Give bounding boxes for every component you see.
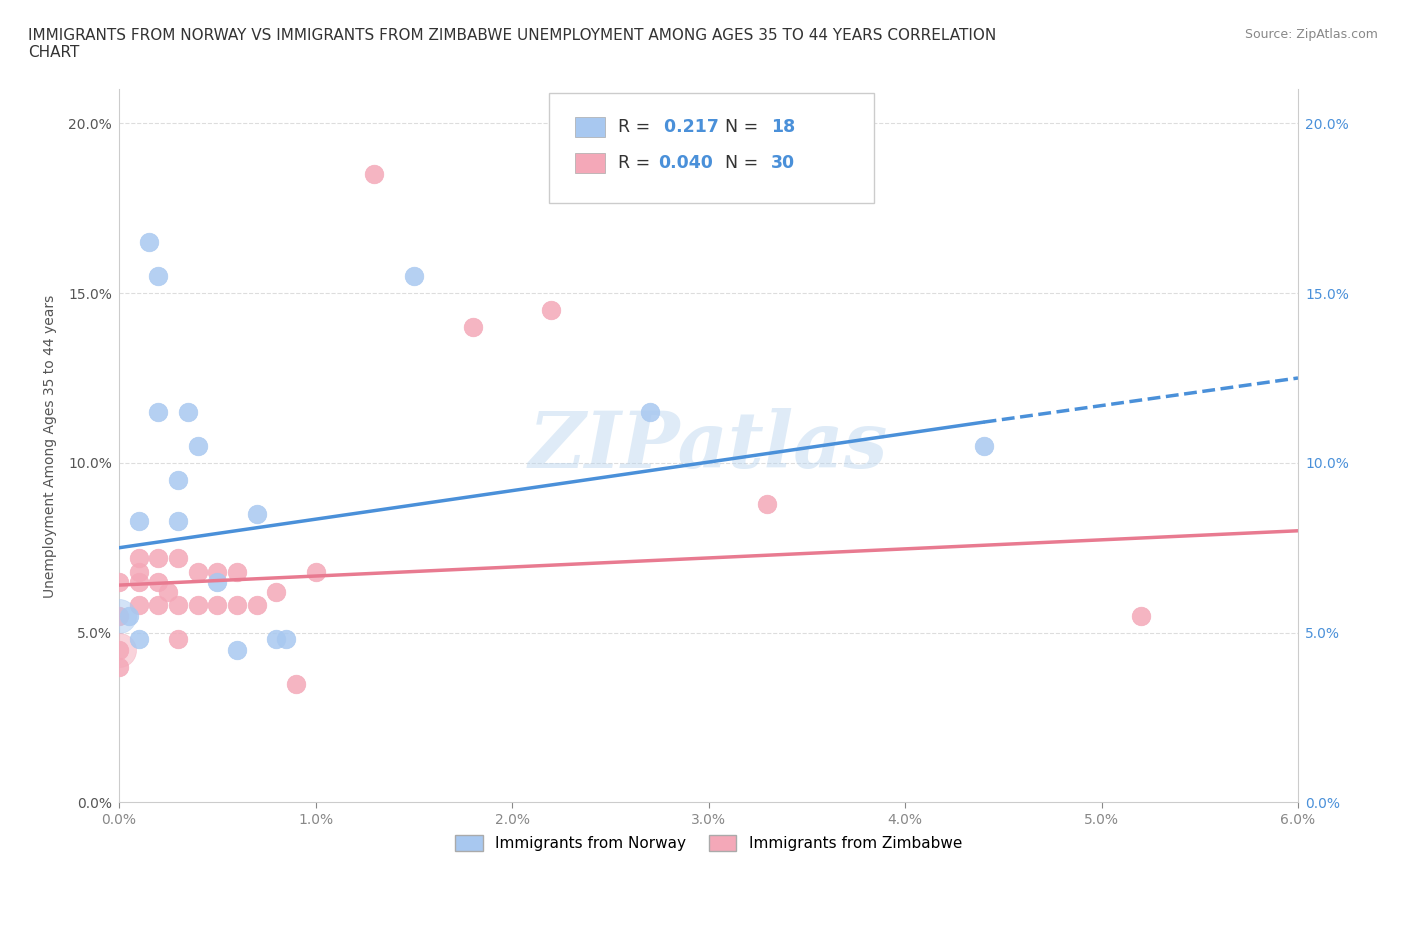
Text: N =: N =: [714, 118, 765, 136]
Text: Source: ZipAtlas.com: Source: ZipAtlas.com: [1244, 28, 1378, 41]
Text: 30: 30: [770, 153, 796, 172]
Point: [284, 676, 307, 691]
Point: [167, 598, 190, 613]
Point: [138, 234, 160, 249]
Text: 0.217: 0.217: [658, 118, 718, 136]
Point: [108, 608, 131, 623]
FancyBboxPatch shape: [550, 93, 873, 204]
Text: 0.040: 0.040: [658, 153, 713, 172]
Point: [1129, 608, 1152, 623]
Point: [638, 405, 661, 419]
Point: [207, 598, 229, 613]
Point: [128, 632, 150, 647]
Text: 18: 18: [770, 118, 796, 136]
Text: ZIPatlas: ZIPatlas: [529, 407, 889, 485]
Point: [540, 302, 562, 317]
Point: [167, 632, 190, 647]
Point: [157, 584, 180, 599]
Point: [128, 551, 150, 565]
FancyBboxPatch shape: [575, 117, 605, 137]
FancyBboxPatch shape: [575, 153, 605, 173]
Point: [274, 632, 297, 647]
Point: [108, 574, 131, 589]
Point: [245, 598, 267, 613]
Point: [264, 584, 287, 599]
Point: [304, 565, 326, 579]
Point: [167, 513, 190, 528]
Point: [402, 269, 425, 284]
Point: [226, 598, 249, 613]
Point: [118, 608, 141, 623]
Point: [128, 598, 150, 613]
Text: R =: R =: [617, 153, 655, 172]
Y-axis label: Unemployment Among Ages 35 to 44 years: Unemployment Among Ages 35 to 44 years: [44, 294, 58, 597]
Point: [108, 659, 131, 674]
Text: IMMIGRANTS FROM NORWAY VS IMMIGRANTS FROM ZIMBABWE UNEMPLOYMENT AMONG AGES 35 TO: IMMIGRANTS FROM NORWAY VS IMMIGRANTS FRO…: [28, 28, 997, 60]
Point: [108, 608, 131, 623]
Point: [207, 574, 229, 589]
Point: [187, 598, 209, 613]
Point: [148, 574, 170, 589]
Point: [461, 320, 484, 335]
Point: [148, 598, 170, 613]
Point: [128, 565, 150, 579]
Text: R =: R =: [617, 118, 655, 136]
Text: N =: N =: [714, 153, 765, 172]
Point: [207, 565, 229, 579]
Point: [226, 643, 249, 658]
Point: [167, 551, 190, 565]
Point: [756, 497, 779, 512]
Point: [108, 643, 131, 658]
Point: [177, 405, 200, 419]
Point: [245, 506, 267, 521]
Point: [128, 513, 150, 528]
Point: [363, 166, 385, 181]
Point: [167, 472, 190, 487]
Point: [148, 405, 170, 419]
Point: [108, 643, 131, 658]
Point: [264, 632, 287, 647]
Point: [973, 438, 995, 453]
Point: [148, 551, 170, 565]
Legend: Immigrants from Norway, Immigrants from Zimbabwe: Immigrants from Norway, Immigrants from …: [447, 828, 970, 859]
Point: [187, 438, 209, 453]
Point: [226, 565, 249, 579]
Point: [128, 574, 150, 589]
Point: [187, 565, 209, 579]
Point: [148, 269, 170, 284]
